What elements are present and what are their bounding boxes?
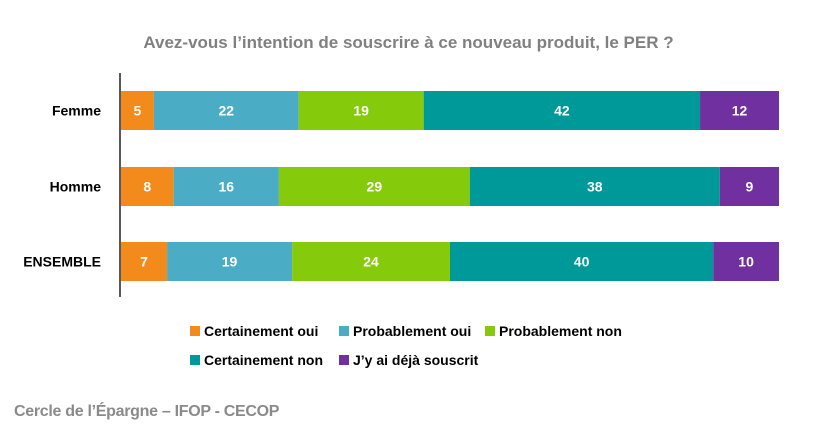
- legend-item-certainement-non: Certainement non: [190, 352, 323, 368]
- data-label: 7: [140, 254, 148, 270]
- source-note: Cercle de l’Épargne – IFOP - CECOP: [14, 403, 280, 420]
- legend-label: J’y ai déjà souscrit: [353, 352, 479, 368]
- category-label: Femme: [52, 103, 101, 119]
- chart-title: Avez-vous l’intention de souscrire à ce …: [143, 33, 674, 52]
- bar-segment: [278, 167, 470, 206]
- legend-item-certainement-oui: Certainement oui: [190, 323, 318, 339]
- data-label: 19: [353, 103, 369, 119]
- data-label: 16: [218, 179, 234, 195]
- bar-segment: [469, 167, 720, 206]
- bar-segment: [292, 242, 450, 281]
- legend-swatch: [190, 355, 200, 365]
- legend-swatch: [485, 326, 495, 336]
- data-label: 24: [363, 254, 379, 270]
- data-label: 29: [367, 179, 383, 195]
- bar-segment: [450, 242, 714, 281]
- bar-segment: [121, 167, 174, 206]
- category-label: ENSEMBLE: [23, 254, 101, 270]
- data-label: 9: [745, 179, 753, 195]
- legend-item-probablement-non: Probablement non: [485, 323, 622, 339]
- bar-segment: [121, 91, 154, 130]
- data-label: 8: [143, 179, 151, 195]
- data-label: 22: [218, 103, 234, 119]
- data-label: 40: [574, 254, 590, 270]
- legend-swatch: [339, 326, 349, 336]
- legend-item-probablement-oui: Probablement oui: [339, 323, 471, 339]
- data-label: 19: [222, 254, 238, 270]
- bar-segment: [153, 91, 299, 130]
- legend-swatch: [339, 355, 349, 365]
- legend-label: Certainement non: [204, 352, 324, 368]
- legend-label: Probablement non: [499, 323, 622, 339]
- bar-segment: [423, 91, 701, 130]
- data-label: 5: [134, 103, 142, 119]
- data-label: 10: [738, 254, 754, 270]
- legend-item-deja-souscrit: J’y ai déjà souscrit: [339, 352, 478, 368]
- bar-segment: [121, 242, 168, 281]
- bar-segment: [298, 91, 424, 130]
- data-label: 38: [587, 179, 603, 195]
- legend-label: Certainement oui: [204, 323, 319, 339]
- data-label: 12: [732, 103, 748, 119]
- bar-segment: [700, 91, 779, 130]
- data-label: 42: [554, 103, 570, 119]
- bar-segment: [173, 167, 279, 206]
- category-label: Homme: [50, 179, 102, 195]
- legend-swatch: [190, 326, 200, 336]
- legend-label: Probablement oui: [353, 323, 472, 339]
- bar-segment: [713, 242, 779, 281]
- bar-segment: [167, 242, 293, 281]
- bar-segment: [719, 167, 779, 206]
